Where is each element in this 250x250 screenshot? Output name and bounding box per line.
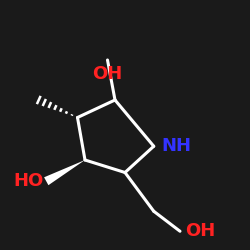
Text: OH: OH: [185, 222, 215, 240]
Text: OH: OH: [92, 65, 122, 83]
Text: HO: HO: [14, 172, 44, 190]
Text: NH: NH: [161, 137, 191, 155]
Polygon shape: [44, 160, 85, 185]
